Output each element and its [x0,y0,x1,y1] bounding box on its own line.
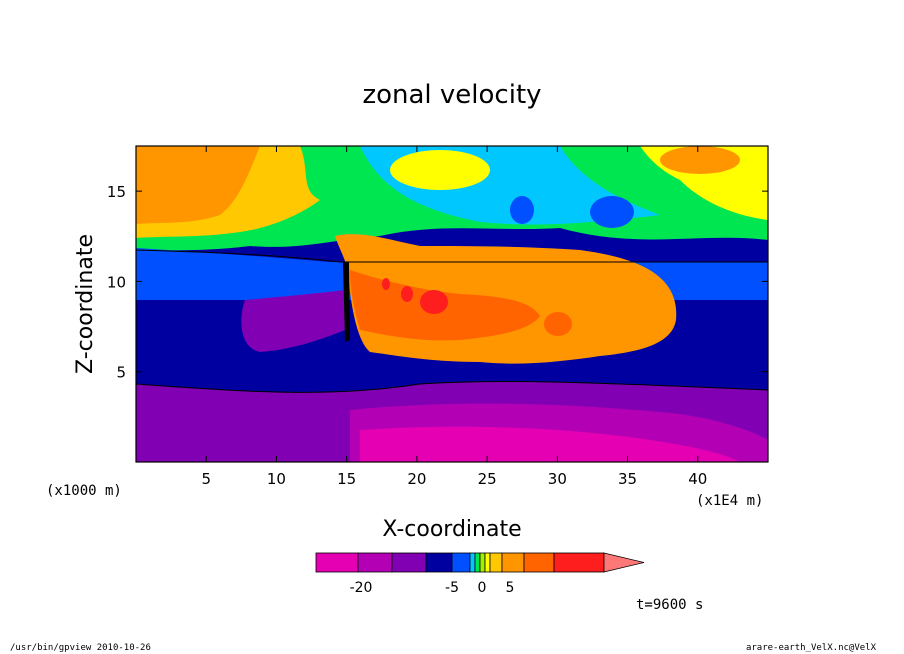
colorbar-tick-label: 5 [506,580,515,596]
contour-line-1 [135,249,768,263]
colorbar-segment [315,552,359,573]
chart-title: zonal velocity [362,80,541,110]
colorbar-tick-label: 0 [478,580,487,596]
contour-upper-right-orange [660,146,740,174]
contour-line-2 [135,381,769,393]
x-tick-label: 5 [201,470,211,488]
colorbar-segment [553,552,605,573]
colorbar-segment [489,552,503,573]
colorbar-segment [474,552,481,573]
contour-jet-max-2 [401,286,413,302]
x-tick-label: 15 [337,470,356,488]
colorbar-labels: -20 -5 0 5 [350,580,515,596]
contour-jet-max-3 [382,278,390,290]
colorbar-segment [479,552,486,573]
x-axis-label: X-coordinate [382,517,521,542]
x-tick-label: 30 [548,470,567,488]
time-annotation: t=9600 s [636,597,703,613]
colorbar [315,552,645,573]
colorbar-extend-arrow [603,552,645,573]
y-tick-label: 5 [116,364,126,382]
plot-area [135,145,769,463]
colorbar-segment [357,552,393,573]
colorbar-segment [523,552,555,573]
colorbar-segment [391,552,427,573]
contour-lee-wave-line [343,262,350,342]
colorbar-tick-label: -5 [445,580,459,596]
plot-frame [135,145,769,463]
x-tick-label: 20 [407,470,426,488]
y-tick-label: 15 [107,183,126,201]
contour-left-purple [241,290,345,352]
contour-blue-cell-1 [590,196,634,228]
y-tick-label: 10 [107,273,126,291]
x-tick-label: 10 [267,470,286,488]
contour-jet-max-1 [420,290,448,314]
contour-jet-cell-east [544,312,572,336]
colorbar-tick-label: -20 [350,580,373,596]
footer-left: /usr/bin/gpview 2010-10-26 [10,643,151,653]
y-axis-label: Z-coordinate [73,234,98,374]
x-tick-label: 40 [688,470,707,488]
y-unit-label: (x1000 m) [46,483,122,499]
colorbar-segment [425,552,453,573]
colorbar-segment [501,552,525,573]
x-axis-ticks: 5 10 15 20 25 30 35 40 [201,146,707,488]
x-tick-label: 25 [478,470,497,488]
x-unit-label: (x1E4 m) [696,493,763,509]
footer-right: arare-earth_VelX.nc@VelX [746,643,877,653]
x-tick-label: 35 [618,470,637,488]
contour-upper-left-orange [136,146,260,224]
y-axis-ticks: 5 10 15 [107,183,768,382]
colorbar-segment [484,552,491,573]
contour-blue-cell-2 [510,196,534,224]
colorbar-segment [451,552,471,573]
contour-lower-pink [360,426,740,462]
colorbar-segment [469,552,476,573]
contour-upper-mid-yellow [390,150,490,190]
